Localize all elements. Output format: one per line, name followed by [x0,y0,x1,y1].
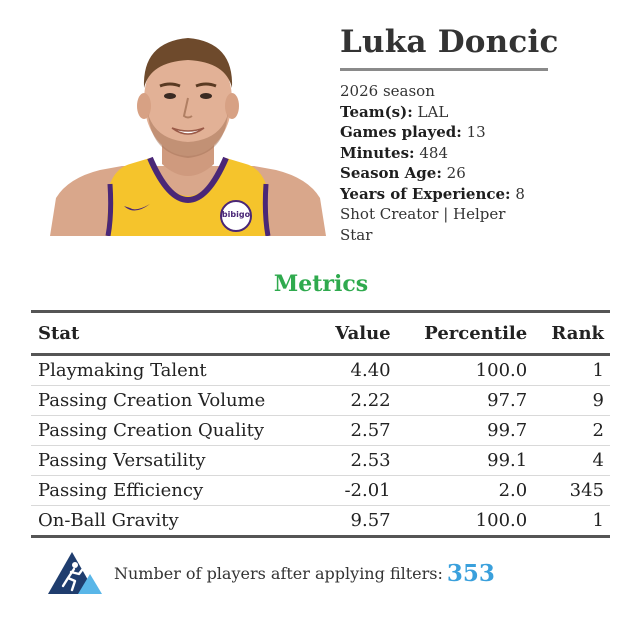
table-row: On-Ball Gravity 9.57 100.0 1 [31,505,610,538]
stat-percentile: 99.7 [396,415,534,446]
column-header-rank: Rank [551,322,604,344]
player-portrait-illustration [50,38,326,236]
age-label: Season Age: [340,164,442,183]
games-value: 13 [466,123,486,142]
stat-name: Passing Versatility [31,445,317,476]
stat-percentile: 100.0 [396,505,534,538]
team-label: Team(s): [340,102,413,121]
table-row: Playmaking Talent 4.40 100.0 1 [31,354,610,386]
table-header-row: Stat Value Percentile Rank [31,311,610,355]
team-line: Team(s): LAL [340,102,600,123]
column-header-value: Value [335,322,391,344]
stat-rank: 4 [533,445,610,476]
table-row: Passing Creation Volume 2.22 97.7 9 [31,385,610,416]
stat-percentile: 100.0 [396,354,534,386]
table-row: Passing Creation Quality 2.57 99.7 2 [31,415,610,446]
column-header-stat: Stat [38,322,80,344]
basketball-player-triangle-logo-icon [48,552,102,594]
filter-summary-label: Number of players after applying filters… [114,564,443,583]
stat-name: Playmaking Talent [31,354,317,386]
season-line: 2026 season [340,82,435,101]
experience-line: Years of Experience: 8 [340,184,600,205]
footer: Number of players after applying filters… [44,548,604,596]
tier-line: Star [340,225,373,244]
team-value: LAL [417,102,449,121]
stat-rank: 9 [533,385,610,416]
minutes-label: Minutes: [340,143,415,162]
stat-value: 9.57 [316,505,397,538]
stat-value: 2.22 [316,385,397,416]
stat-rank: 345 [533,475,610,506]
player-info-panel: Luka Doncic 2026 season Team(s): LAL Gam… [340,22,600,245]
minutes-line: Minutes: 484 [340,143,600,164]
column-header-percentile: Percentile [424,322,528,344]
experience-value: 8 [515,184,525,203]
minutes-value: 484 [419,143,448,162]
archetype-line: Shot Creator | Helper [340,205,506,224]
stat-value: 4.40 [316,354,397,386]
stat-percentile: 2.0 [396,475,534,506]
stat-value: 2.53 [316,445,397,476]
stat-name: On-Ball Gravity [31,505,317,538]
stat-rank: 1 [533,354,610,386]
name-divider [340,68,548,72]
age-value: 26 [446,164,466,183]
experience-label: Years of Experience: [340,184,511,203]
stat-name: Passing Efficiency [31,475,317,506]
games-label: Games played: [340,123,462,142]
metrics-table: Stat Value Percentile Rank Playmaking Ta… [31,310,610,538]
jersey-sponsor-label: bibigo [221,210,251,219]
games-line: Games played: 13 [340,122,600,143]
player-name: Luka Doncic [340,24,559,60]
stat-percentile: 97.7 [396,385,534,416]
stat-value: -2.01 [316,475,397,506]
stat-name: Passing Creation Quality [31,415,317,446]
age-line: Season Age: 26 [340,163,600,184]
stat-value: 2.57 [316,415,397,446]
table-row: Passing Efficiency -2.01 2.0 345 [31,475,610,506]
table-row: Passing Versatility 2.53 99.1 4 [31,445,610,476]
player-photo: bibigo [50,18,326,236]
player-count: 353 [446,560,495,587]
stat-percentile: 99.1 [396,445,534,476]
stat-rank: 1 [533,505,610,538]
stat-rank: 2 [533,415,610,446]
filter-summary: Number of players after applying filters… [114,560,495,587]
stat-name: Passing Creation Volume [31,385,317,416]
metrics-title: Metrics [273,271,369,297]
